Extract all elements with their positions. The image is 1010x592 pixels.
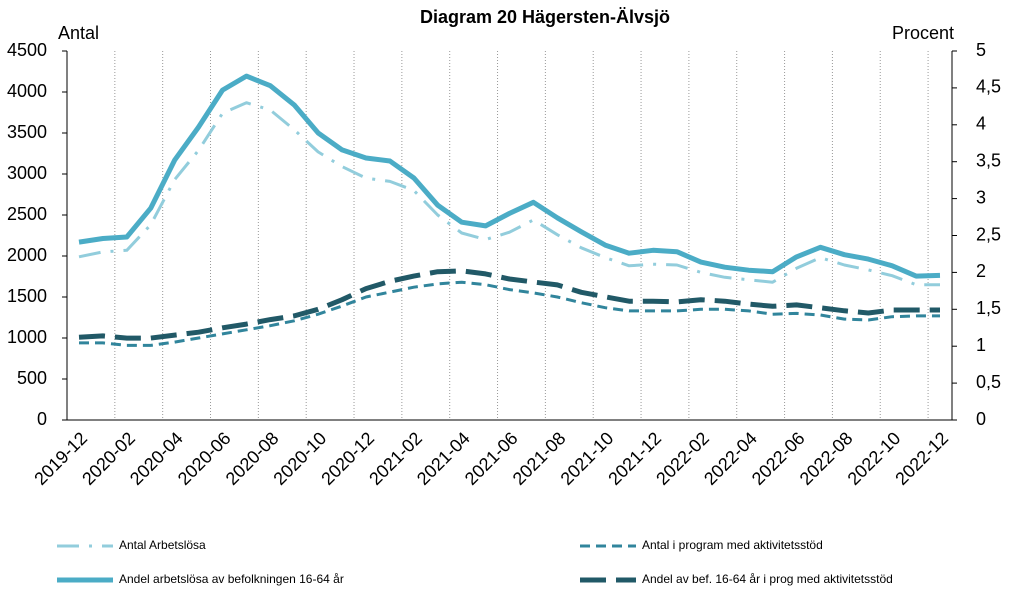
legend-label: Andel arbetslösa av befolkningen 16-64 å…	[119, 572, 344, 586]
y-tick-label: 3500	[7, 122, 47, 142]
y-tick-label: 2000	[7, 245, 47, 265]
y2-tick-label: 2	[976, 261, 986, 281]
y2-tick-label: 0	[976, 409, 986, 429]
y-tick-label: 0	[37, 409, 47, 429]
y2-tick-label: 0,5	[976, 372, 1001, 392]
y-tick-label: 1000	[7, 327, 47, 347]
series-line	[78, 101, 940, 287]
chart-title: Diagram 20 Hägersten-Älvsjö	[420, 7, 670, 27]
series-line	[79, 280, 940, 347]
y-axis-label: Antal	[58, 23, 99, 43]
y2-axis-label: Procent	[892, 23, 954, 43]
legend-label: Andel av bef. 16-64 år i prog med aktivi…	[642, 572, 893, 586]
legend-label: Antal i program med aktivitetsstöd	[642, 538, 823, 552]
legend-label: Antal Arbetslösa	[119, 538, 206, 552]
y2-tick-label: 1,5	[976, 298, 1001, 318]
series-line	[78, 73, 941, 279]
y-tick-label: 2500	[7, 204, 47, 224]
y-tick-label: 4500	[7, 40, 47, 60]
y2-tick-label: 4,5	[976, 77, 1001, 97]
y-tick-label: 1500	[7, 286, 47, 306]
y2-tick-label: 3,5	[976, 150, 1001, 170]
y2-tick-label: 3	[976, 187, 986, 207]
y2-tick-label: 4	[976, 114, 986, 134]
y2-tick-label: 5	[976, 40, 986, 60]
y-tick-label: 500	[17, 368, 47, 388]
x-tick-label: 2022-12	[891, 428, 952, 489]
y-tick-label: 3000	[7, 163, 47, 183]
series-line	[78, 268, 940, 341]
y-tick-label: 4000	[7, 81, 47, 101]
y2-tick-label: 2,5	[976, 224, 1001, 244]
y2-tick-label: 1	[976, 335, 986, 355]
